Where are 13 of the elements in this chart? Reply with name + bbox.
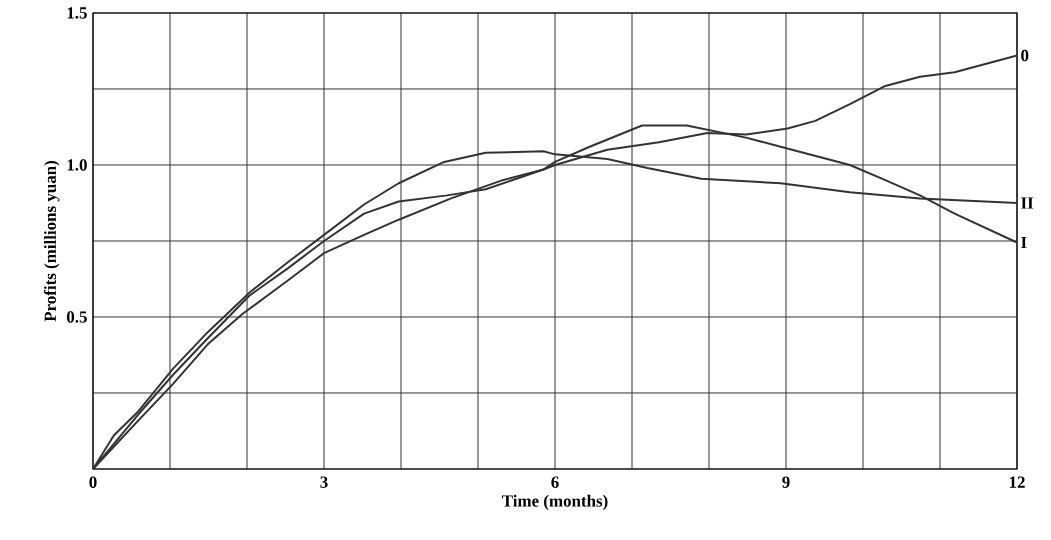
y-tick-label: 1.0 xyxy=(67,159,87,171)
series-label: 0 xyxy=(1021,49,1029,62)
x-tick-label: 6 xyxy=(551,476,559,488)
y-tick-label: 1.5 xyxy=(67,7,87,19)
x-tick-label: 3 xyxy=(320,476,328,488)
x-tick-label: 9 xyxy=(782,476,790,488)
y-axis-title: Profits (millions yuan) xyxy=(43,160,60,322)
series-label: I xyxy=(1021,236,1027,249)
x-axis-title: Time (months) xyxy=(502,494,608,511)
series-label: II xyxy=(1021,197,1034,209)
x-tick-label: 0 xyxy=(89,476,97,488)
y-tick-label: 0.5 xyxy=(66,311,87,323)
x-tick-label: 12 xyxy=(1009,476,1025,488)
